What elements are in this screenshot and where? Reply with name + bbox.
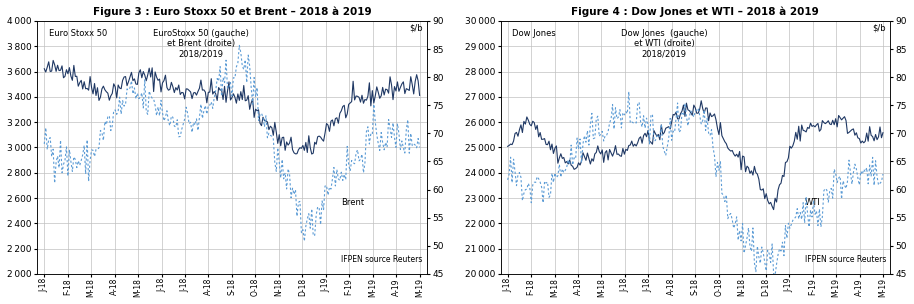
Text: Euro Stoxx 50: Euro Stoxx 50 — [49, 29, 107, 38]
Text: EuroStoxx 50 (gauche)
et Brent (droite)
2018/2019: EuroStoxx 50 (gauche) et Brent (droite) … — [153, 29, 249, 58]
Text: Dow Jones: Dow Jones — [512, 29, 556, 38]
Text: $/b: $/b — [409, 23, 423, 33]
Text: IFPEN source Reuters: IFPEN source Reuters — [342, 255, 423, 264]
Title: Figure 4 : Dow Jones et WTI – 2018 à 2019: Figure 4 : Dow Jones et WTI – 2018 à 201… — [571, 7, 819, 17]
Text: Brent: Brent — [341, 198, 364, 207]
Text: $/b: $/b — [873, 23, 886, 33]
Title: Figure 3 : Euro Stoxx 50 et Brent – 2018 à 2019: Figure 3 : Euro Stoxx 50 et Brent – 2018… — [92, 7, 371, 17]
Text: WTI: WTI — [804, 198, 820, 207]
Text: IFPEN source Reuters: IFPEN source Reuters — [804, 255, 886, 264]
Text: Dow Jones  (gauche)
et WTI (droite)
2018/2019: Dow Jones (gauche) et WTI (droite) 2018/… — [621, 29, 707, 58]
